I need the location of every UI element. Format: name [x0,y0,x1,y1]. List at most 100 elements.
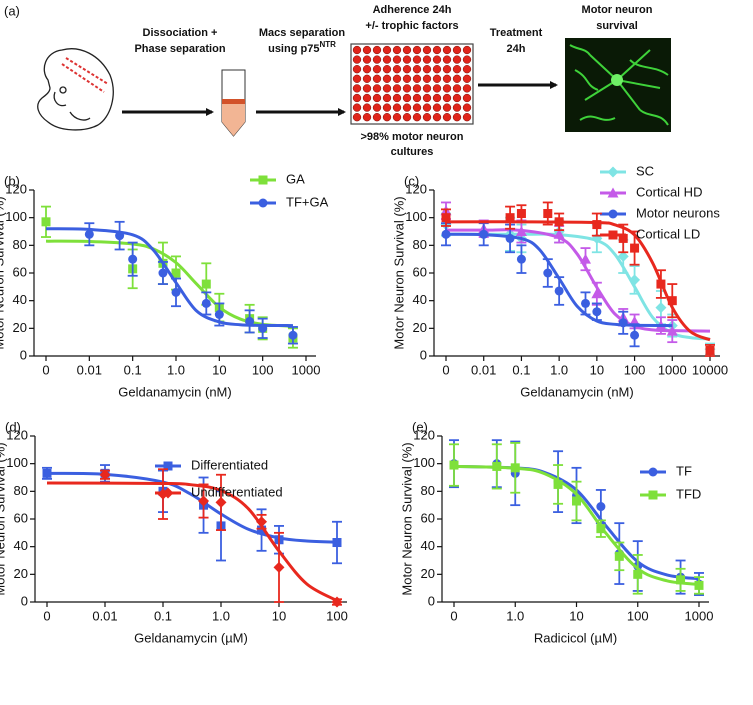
well [422,93,432,103]
well [462,84,472,93]
well [352,55,362,64]
well [352,113,362,122]
step-label: Adherence 24h [373,4,452,16]
well [352,74,362,83]
well [392,93,402,103]
well [402,45,412,55]
legend-label: GA [286,171,305,186]
x-tick-label: 1.0 [167,362,185,377]
data-point [492,461,502,471]
data-point [596,524,606,534]
well [372,93,382,103]
data-point [667,296,677,306]
y-tick-label: 20 [421,566,435,581]
well [422,55,432,64]
well [402,74,412,83]
data-point [553,228,565,239]
data-point [580,253,592,264]
well [382,93,392,103]
step-label: survival [596,20,638,32]
step-label: +/- trophic factors [365,20,458,32]
data-point [655,302,667,314]
well [412,74,422,83]
data-point [158,268,168,278]
well [462,103,472,112]
step-label: Motor neuron [582,4,653,16]
data-point [332,538,342,548]
well [352,103,362,112]
data-point [256,516,268,528]
well [392,74,402,83]
data-point [554,217,564,227]
x-tick-label: 0 [42,362,49,377]
panel-label: (e) [412,419,428,434]
well [362,65,372,74]
y-tick-label: 120 [5,181,27,196]
well [432,55,442,64]
data-point [515,226,527,236]
legend-label: Undifferentiated [191,484,283,499]
data-point [449,460,459,470]
x-tick-label: 1.0 [550,362,568,377]
y-tick-label: 40 [14,538,28,553]
x-tick-label: 100 [624,362,646,377]
step-label: >98% motor neuron [361,131,464,143]
legend-label: Cortical LD [636,226,700,241]
y-tick-label: 20 [413,320,427,335]
well [422,113,432,122]
x-tick-label: 0 [43,608,50,623]
data-point [258,323,268,333]
well [362,113,372,122]
y-tick-label: 40 [421,538,435,553]
y-tick-label: 0 [21,593,28,608]
well [452,55,462,64]
step-label: Macs separation [259,27,345,39]
panel-label: (a) [4,3,20,18]
data-point [618,233,628,243]
well [402,55,412,64]
well [452,103,462,112]
x-tick-label: 100 [252,362,274,377]
data-point [441,213,451,223]
x-tick-label: 1.0 [506,608,524,623]
legend-label: TFD [676,486,701,501]
legend-label: TF [676,463,692,478]
data-point [288,330,298,340]
step-label: Treatment [490,27,543,39]
well [452,45,462,55]
well [382,84,392,93]
data-point [592,307,602,317]
data-point [441,229,451,239]
data-point [543,268,553,278]
y-tick-label: 60 [421,510,435,525]
x-tick-label: 0.01 [77,362,102,377]
legend-label: Cortical HD [636,184,702,199]
well [442,84,452,93]
data-point [629,274,641,286]
y-tick-label: 80 [13,237,27,252]
x-axis-title: Radicicol (µM) [534,630,617,645]
well [412,113,422,122]
well [362,93,372,103]
tube [221,69,246,137]
x-tick-label: 10 [272,608,286,623]
well [462,113,472,122]
y-tick-label: 60 [13,264,27,279]
data-point [630,243,640,253]
y-tick-label: 80 [14,483,28,498]
well [372,45,382,55]
legend-marker [163,461,173,471]
x-axis-title: Geldanamycin (µM) [134,630,248,645]
data-point [516,209,526,219]
step-label: Dissociation + [143,27,218,39]
data-point [273,561,285,573]
well [392,113,402,122]
data-point [505,213,515,223]
well [422,103,432,112]
panel-label: (c) [404,173,419,188]
legend-marker [607,166,619,178]
x-tick-label: 1.0 [212,608,230,623]
data-point [694,580,704,590]
data-point [201,298,211,308]
well [382,45,392,55]
